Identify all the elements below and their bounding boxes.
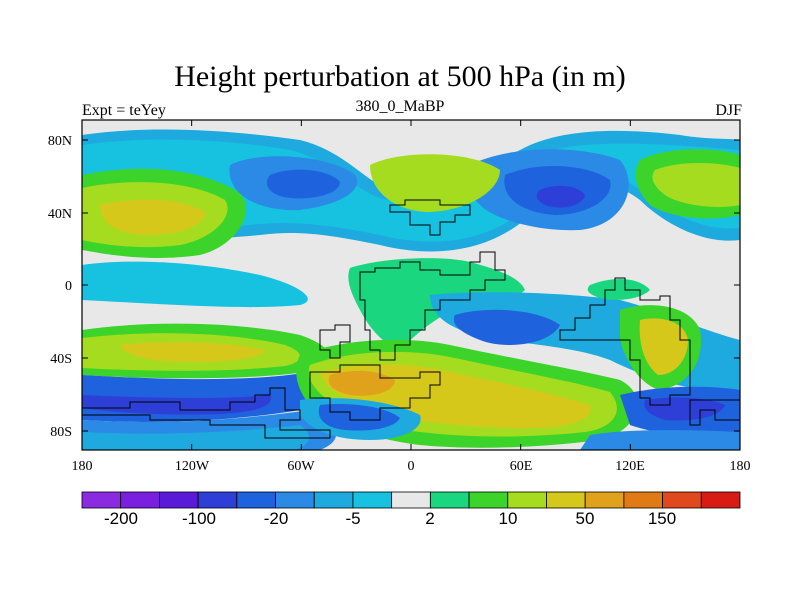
y-axis-ticks bbox=[82, 139, 740, 432]
season-label: DJF bbox=[715, 102, 742, 119]
x-tick-label: 180 bbox=[72, 459, 93, 474]
x-tick-label: 120W bbox=[175, 459, 210, 474]
colorbar-swatch bbox=[313, 491, 354, 509]
colorbar-swatch bbox=[546, 491, 586, 509]
continent-outline bbox=[309, 364, 441, 421]
x-tick-label: 60W bbox=[287, 459, 315, 474]
colorbar-label: 150 bbox=[648, 509, 676, 528]
colorbar-label: -200 bbox=[104, 509, 138, 528]
contour-region bbox=[453, 309, 560, 345]
x-tick-label: 180 bbox=[730, 459, 751, 474]
colorbar-label: 50 bbox=[576, 509, 595, 528]
colorbar-swatch bbox=[159, 491, 199, 509]
contour-region bbox=[580, 430, 740, 450]
contour-region bbox=[120, 342, 265, 362]
x-tick-label: 60E bbox=[510, 459, 533, 474]
y-tick-label: 80S bbox=[50, 425, 72, 440]
period-label: 380_0_MaBP bbox=[355, 98, 445, 115]
contour-region bbox=[587, 278, 650, 300]
continent-outline bbox=[359, 251, 506, 361]
y-tick-label: 80N bbox=[48, 134, 72, 149]
colorbar-label: 10 bbox=[499, 509, 518, 528]
contour-field bbox=[82, 120, 740, 450]
continent-outline bbox=[689, 399, 740, 426]
experiment-label: Expt = teYey bbox=[82, 102, 166, 119]
continent-outline bbox=[559, 277, 691, 406]
y-tick-label: 40S bbox=[50, 352, 72, 367]
contour-region bbox=[328, 370, 395, 396]
colorbar-label: -20 bbox=[264, 509, 289, 528]
continent-outline bbox=[389, 199, 471, 236]
colorbar-swatch bbox=[700, 491, 741, 509]
contour-region bbox=[82, 425, 310, 450]
continent-outline bbox=[319, 324, 351, 359]
colorbar-swatch bbox=[507, 491, 547, 509]
colorbar bbox=[81, 491, 741, 509]
colorbar-swatch bbox=[468, 491, 509, 509]
colorbar-label: 2 bbox=[425, 509, 434, 528]
colorbar-swatch bbox=[120, 491, 160, 509]
colorbar-swatch bbox=[236, 491, 276, 509]
x-tick-label: 120E bbox=[615, 459, 645, 474]
contour-region bbox=[652, 163, 740, 207]
colorbar-swatch bbox=[352, 491, 393, 509]
contour-region bbox=[644, 397, 725, 421]
colorbar-swatch bbox=[623, 491, 663, 509]
contour-region bbox=[100, 199, 205, 235]
x-tick-label: 0 bbox=[408, 459, 415, 474]
colorbar-swatch bbox=[429, 491, 470, 509]
contour-region bbox=[639, 318, 688, 375]
colorbar-label: -100 bbox=[182, 509, 216, 528]
colorbar-label: -5 bbox=[345, 509, 360, 528]
y-tick-label: 0 bbox=[65, 279, 72, 294]
colorbar-swatch bbox=[662, 491, 702, 509]
colorbar-swatch bbox=[391, 491, 431, 509]
contour-region bbox=[156, 269, 215, 294]
x-axis-ticks bbox=[81, 120, 741, 450]
y-tick-label: 40N bbox=[48, 207, 72, 222]
colorbar-swatch bbox=[275, 491, 315, 509]
colorbar-swatch bbox=[81, 491, 122, 509]
map-title: Height perturbation at 500 hPa (in m) bbox=[174, 60, 626, 93]
continent-outline bbox=[82, 387, 331, 439]
colorbar-swatch bbox=[584, 491, 625, 509]
contour-region bbox=[536, 185, 585, 208]
contour-region bbox=[266, 169, 340, 199]
colorbar-swatch bbox=[197, 491, 238, 509]
contour-region bbox=[370, 154, 500, 212]
coastlines bbox=[82, 199, 740, 439]
